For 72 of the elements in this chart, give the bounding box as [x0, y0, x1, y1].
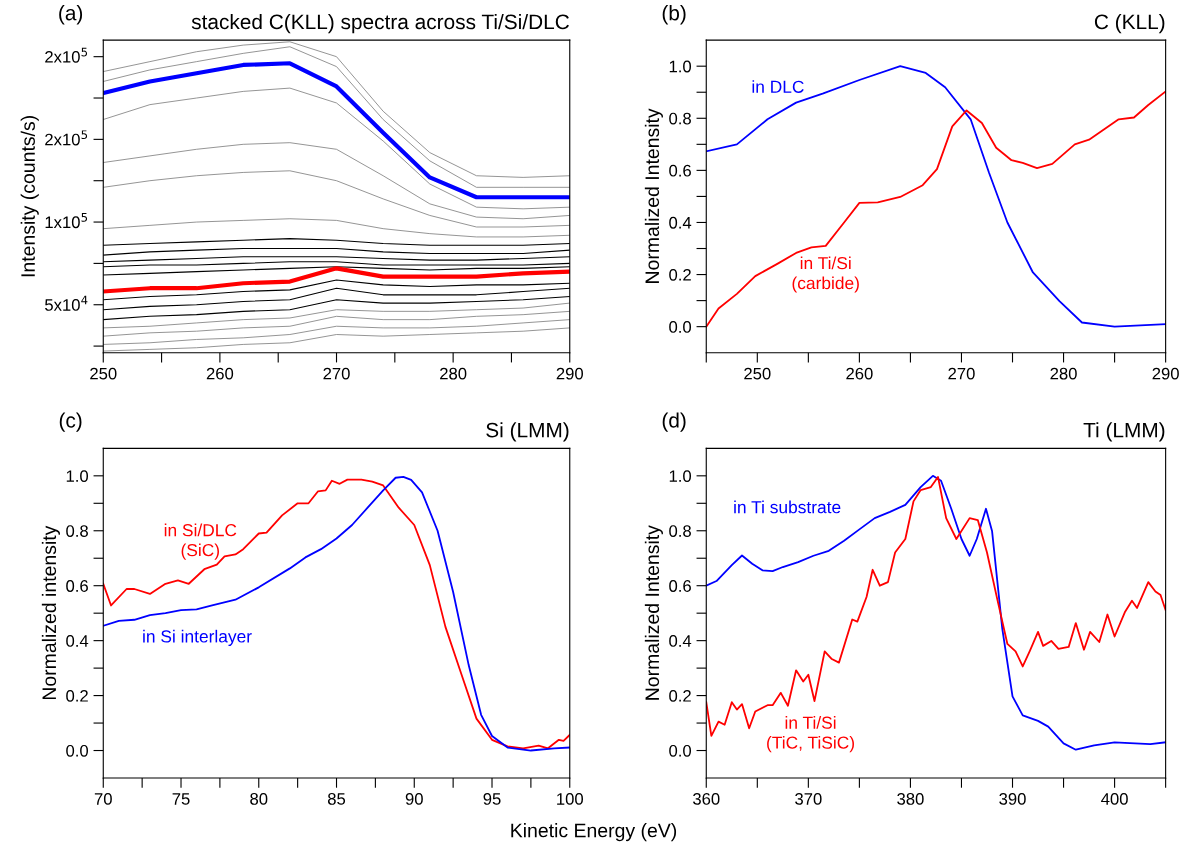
x-tick-label: 80	[250, 793, 268, 805]
series-label: in Si/DLC (SiC)	[164, 523, 237, 560]
x-tick-label: 90	[405, 793, 423, 805]
series-label: in Ti substrate	[734, 500, 841, 514]
text: (b)	[662, 5, 686, 25]
x-tick-label: 360	[693, 793, 720, 805]
y-tick-label: 0.2	[669, 268, 691, 281]
x-axis-title: Kinetic Energy (eV)	[511, 823, 677, 842]
line-series	[103, 319, 570, 345]
x-tick-label: 250	[744, 367, 771, 380]
y-tick-label: 0.6	[669, 580, 691, 592]
x-tick-label: 390	[999, 793, 1026, 805]
text: (d)	[662, 412, 686, 432]
y-tick-label: 2x10$^{5}$	[45, 47, 88, 63]
y-tick-label: 0.4	[66, 635, 89, 647]
x-tick-label: 380	[897, 793, 924, 805]
y-tick-label: 1.0	[66, 470, 89, 483]
y-tick-label: 0.0	[66, 744, 89, 757]
x-tick-label: 95	[483, 793, 501, 805]
x-tick-label: 270	[948, 367, 975, 380]
line-series	[103, 142, 570, 220]
x-tick-label: 85	[327, 793, 346, 805]
y-axis-title: Normalized Intensity	[644, 525, 663, 700]
y-tick-label: 2x10$^{5}$	[45, 130, 88, 146]
x-tick-label: 370	[795, 793, 822, 805]
y-tick-label: 0.8	[669, 112, 691, 125]
y-tick-label: 1.0	[669, 470, 692, 483]
y-tick-label: 1.0	[669, 60, 692, 73]
x-tick-label: 100	[557, 793, 584, 805]
y-tick-label: 0.4	[669, 216, 692, 229]
y-tick-label: 0.4	[669, 635, 692, 647]
x-tick-label: 280	[1050, 367, 1077, 380]
x-tick-label: 260	[846, 367, 873, 380]
line-series	[103, 302, 570, 329]
y-tick-label: 0.6	[669, 164, 691, 177]
x-tick-label: 400	[1101, 793, 1128, 805]
series-label: in Ti/Si (carbide)	[792, 256, 859, 293]
x-tick-label: 70	[94, 793, 112, 805]
y-axis-title: Normalized intensity	[41, 525, 60, 700]
chart-title: C (KLL)	[1094, 13, 1165, 34]
y-axis-title: Normalized Intensity	[644, 108, 663, 283]
y-tick-label: 0.0	[669, 744, 692, 757]
line-series	[103, 266, 570, 294]
line-series	[103, 170, 570, 228]
chart-title: stacked C(KLL) spectra across Ti/Si/DLC	[191, 13, 569, 34]
chart-title: Ti (LMM)	[1083, 422, 1165, 442]
x-tick-label: 270	[323, 367, 350, 380]
x-tick-label: 280	[440, 367, 467, 380]
y-tick-label: 0.0	[669, 321, 692, 333]
x-tick-label: 250	[90, 367, 117, 380]
series-label: in Si interlayer	[143, 629, 252, 646]
y-tick-label: 5x10$^{4}$	[45, 295, 88, 311]
series-label: in Ti/Si (TiC, TiSiC)	[767, 716, 854, 753]
y-tick-label: 0.2	[669, 689, 691, 702]
chart-title: Si (LMM)	[486, 422, 569, 442]
y-axis-title: Intensity (counts/s)	[20, 116, 39, 277]
x-tick-label: 75	[172, 793, 190, 805]
y-tick-label: 0.6	[66, 580, 88, 592]
line-series	[103, 87, 570, 210]
y-tick-label: 0.2	[66, 689, 88, 702]
line-series	[103, 61, 570, 200]
x-tick-label: 260	[206, 367, 234, 380]
line-series	[103, 310, 570, 337]
x-tick-label: 290	[556, 367, 584, 380]
x-tick-label: 290	[1152, 367, 1179, 380]
text: (a)	[59, 5, 83, 25]
y-tick-label: 1x10$^{5}$	[45, 213, 88, 229]
y-tick-label: 0.8	[66, 525, 88, 537]
line-series	[103, 218, 570, 238]
text: (c)	[59, 412, 82, 432]
y-tick-label: 0.8	[669, 525, 691, 537]
series-label: in DLC	[752, 80, 804, 93]
